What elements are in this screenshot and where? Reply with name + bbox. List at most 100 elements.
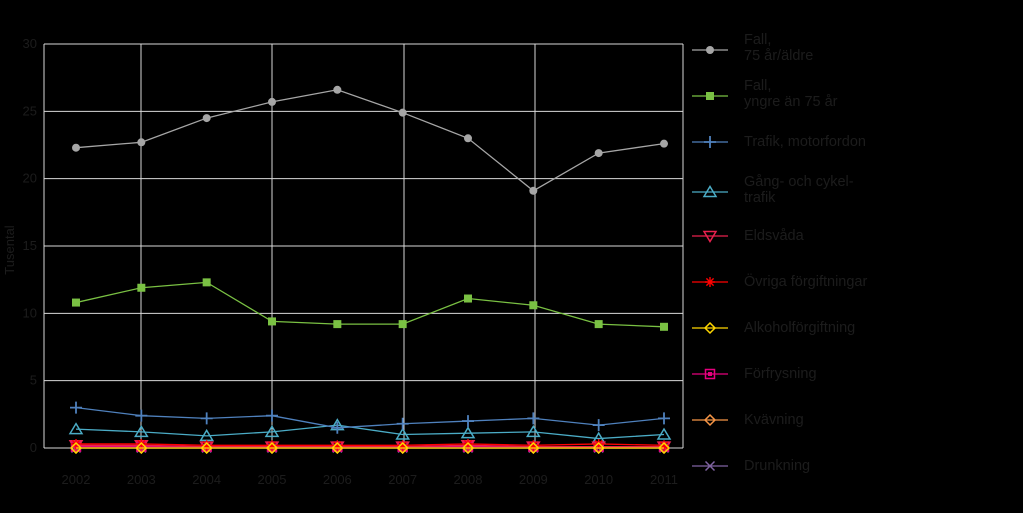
x-tick-labels: 2002 2003 2004 2005 2006 2007 2008 2009 2010 2011 bbox=[62, 472, 678, 487]
x-tick-label: 2008 bbox=[454, 472, 483, 487]
legend-label: Övriga förgiftningar bbox=[744, 274, 868, 290]
grid-lines bbox=[43, 43, 684, 449]
data-point bbox=[331, 441, 344, 455]
data-point bbox=[396, 441, 409, 455]
data-point bbox=[529, 186, 538, 195]
series-1 bbox=[72, 278, 668, 331]
legend-marker bbox=[692, 230, 728, 243]
legend-label: Trafik, motorfordon bbox=[744, 134, 866, 150]
data-point bbox=[264, 424, 280, 438]
series-line bbox=[76, 443, 665, 446]
legend-label: Kvävning bbox=[744, 412, 804, 428]
data-point bbox=[529, 301, 538, 310]
y-tick-labels: 0 5 10 15 20 25 30 bbox=[23, 36, 37, 455]
x-tick-label: 2002 bbox=[62, 472, 91, 487]
x-tick-label: 2005 bbox=[258, 472, 287, 487]
y-tick-label: 15 bbox=[23, 238, 37, 253]
data-point bbox=[265, 441, 279, 455]
data-point bbox=[397, 440, 408, 451]
data-point bbox=[70, 401, 82, 414]
data-point bbox=[594, 149, 603, 158]
data-point bbox=[461, 441, 475, 455]
x-tick-label: 2004 bbox=[192, 472, 221, 487]
x-tick-label: 2007 bbox=[388, 472, 417, 487]
data-point bbox=[268, 97, 276, 106]
y-tick-label: 0 bbox=[30, 440, 37, 455]
legend-marker bbox=[692, 277, 728, 287]
legend-symbol bbox=[704, 460, 716, 472]
x-tick-label: 2009 bbox=[519, 472, 548, 487]
legend-symbol bbox=[702, 230, 718, 243]
legend-symbol bbox=[705, 277, 715, 287]
data-point bbox=[200, 441, 213, 455]
data-point bbox=[201, 440, 212, 451]
y-tick-label: 25 bbox=[23, 103, 37, 118]
data-point bbox=[202, 278, 211, 287]
data-point bbox=[333, 320, 342, 329]
x-tick-label: 2006 bbox=[323, 472, 352, 487]
data-point bbox=[135, 409, 148, 422]
legend-item: Eldsvåda bbox=[690, 218, 1020, 258]
legend-item: Övriga förgiftningar bbox=[690, 264, 1020, 304]
legend-marker bbox=[692, 136, 728, 148]
data-point bbox=[658, 412, 670, 425]
legend-marker bbox=[692, 185, 728, 198]
y-tick-label: 5 bbox=[30, 373, 37, 388]
legend-symbol bbox=[704, 368, 716, 380]
data-point bbox=[460, 426, 476, 439]
legend-label: Förfrysning bbox=[744, 366, 817, 382]
legend-symbol bbox=[703, 321, 717, 335]
legend-label: Fall, yngre än 75 år bbox=[744, 78, 838, 110]
legend-item: Trafik, motorfordon bbox=[690, 124, 1020, 164]
legend-item: Fall, yngre än 75 år bbox=[690, 78, 1020, 118]
y-tick-label: 10 bbox=[23, 305, 37, 320]
data-point bbox=[660, 139, 668, 148]
data-point bbox=[72, 298, 80, 307]
data-point bbox=[659, 440, 669, 451]
series-line bbox=[75, 89, 665, 192]
data-point bbox=[137, 138, 146, 147]
legend-item: Kvävning bbox=[690, 402, 1020, 442]
data-point bbox=[656, 427, 672, 440]
data-point bbox=[594, 320, 603, 329]
data-point bbox=[266, 409, 278, 422]
legend-label: Drunkning bbox=[744, 458, 811, 474]
legend-label: Alkoholförgiftning bbox=[744, 320, 856, 336]
legend-label: Gång- och cykel- trafik bbox=[744, 174, 854, 206]
legend-marker bbox=[692, 460, 728, 472]
data-point bbox=[528, 440, 539, 451]
legend-marker bbox=[692, 46, 728, 54]
data-point bbox=[527, 441, 540, 455]
data-point bbox=[660, 322, 668, 331]
data-point bbox=[396, 417, 409, 430]
legend-marker bbox=[692, 413, 728, 427]
x-tick-label: 2010 bbox=[584, 472, 613, 487]
data-point bbox=[464, 134, 472, 143]
legend-symbol bbox=[703, 413, 717, 427]
series-line bbox=[76, 444, 664, 448]
legend-item: Drunkning bbox=[690, 448, 1020, 488]
legend-marker bbox=[692, 92, 728, 100]
y-axis-title: Tusental bbox=[2, 225, 17, 274]
series-lines bbox=[68, 85, 672, 455]
legend-symbol bbox=[704, 136, 716, 148]
data-point bbox=[398, 108, 407, 117]
data-point bbox=[137, 283, 146, 292]
legend-label: Eldsvåda bbox=[744, 228, 804, 244]
data-point bbox=[592, 419, 605, 432]
data-point bbox=[464, 294, 472, 303]
data-point bbox=[68, 422, 84, 435]
data-point bbox=[72, 143, 80, 152]
data-point bbox=[268, 317, 276, 326]
data-point bbox=[395, 427, 410, 440]
legend-marker bbox=[692, 321, 728, 335]
data-point bbox=[527, 412, 540, 425]
data-point bbox=[135, 441, 148, 455]
data-point bbox=[69, 441, 83, 455]
x-tick-label: 2003 bbox=[127, 472, 156, 487]
y-tick-label: 20 bbox=[23, 171, 37, 186]
data-point bbox=[398, 320, 407, 329]
data-point bbox=[333, 85, 342, 94]
series-line bbox=[75, 281, 665, 328]
